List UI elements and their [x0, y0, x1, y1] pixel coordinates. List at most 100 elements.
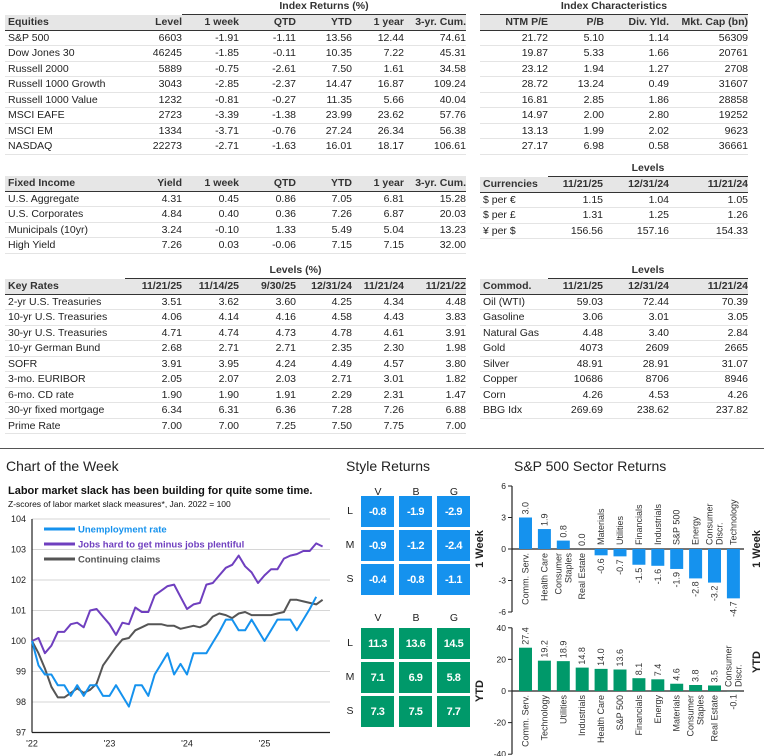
table-cell: 13.24 — [577, 78, 604, 91]
category-label-line: Comm. Serv. — [521, 695, 531, 747]
style-column-label: G — [449, 612, 459, 624]
table-cell: 21.72 — [521, 31, 548, 44]
column-header: NTM P/E — [505, 16, 548, 29]
category-label: Comm. Serv. — [521, 695, 531, 747]
table-cell: 3.24 — [161, 223, 182, 236]
value-label-group: -3.2 — [710, 586, 720, 602]
value-label-group: 0.0 — [577, 533, 587, 546]
category-label-line: Technology — [539, 695, 549, 741]
column-header: YTD — [331, 177, 352, 190]
table-cell: 14.47 — [325, 78, 352, 91]
table-row: 14.97 2.00 2.80 19252 — [480, 108, 748, 124]
category-label-line: Real Estate — [577, 553, 587, 600]
bar — [689, 549, 703, 579]
bar — [519, 647, 532, 691]
table-cell: 7.15 — [383, 239, 404, 252]
table-cell: 13.23 — [439, 223, 466, 236]
style-cell-week: -1.2 — [399, 530, 432, 561]
table-row: Corn 4.26 4.53 4.26 — [480, 388, 748, 403]
key-rates-table-header: Key Rates 11/21/25 11/14/25 9/30/25 12/31/24… — [5, 279, 466, 295]
column-header: 11/21/25 — [141, 280, 182, 293]
table-cell: 4.24 — [275, 357, 296, 370]
table-row: Municipals (10yr) 3.24 -0.10 1.33 5.49 5.04 13… — [5, 223, 466, 238]
value-label-group: -1.9 — [672, 572, 682, 588]
table-cell: 16.81 — [521, 93, 548, 106]
table-cell: 72.44 — [642, 295, 669, 308]
value-label-group: 3.5 — [710, 670, 720, 683]
style-column-label: B — [412, 486, 420, 498]
bar — [651, 549, 665, 566]
row-label: BBG Idx — [483, 404, 523, 417]
table-cell: 27.17 — [521, 140, 548, 153]
row-label: MSCI EM — [8, 124, 53, 137]
category-label-line: Energy — [653, 695, 663, 724]
table-row: S&P 500 6603 -1.91 -1.11 13.56 12.44 74.61 — [5, 31, 466, 46]
table-cell: 0.49 — [648, 78, 669, 91]
table-cell: 26.34 — [377, 124, 404, 137]
category-label-group: Health Care — [596, 695, 606, 743]
style-column-label: G — [449, 486, 459, 498]
style-cell-ytd: 7.3 — [361, 696, 394, 727]
table-cell: -0.11 — [272, 47, 296, 60]
table-cell: 4.73 — [275, 326, 296, 339]
row-label: NASDAQ — [8, 140, 53, 153]
table-cell: 0.45 — [218, 192, 239, 205]
table-cell: 238.62 — [636, 404, 669, 417]
category-label-group: Comm. Serv. — [521, 553, 531, 605]
table-cell: 4.14 — [218, 311, 239, 324]
table-cell: 27.24 — [325, 124, 352, 137]
column-header: 1 week — [204, 177, 239, 190]
bar — [537, 660, 551, 691]
table-cell: 1.94 — [583, 62, 604, 75]
style-column-label: V — [374, 486, 382, 498]
section-divider — [0, 448, 764, 449]
table-row: Silver 48.91 28.91 31.07 — [480, 357, 748, 372]
category-label: Energy — [653, 695, 663, 724]
table-cell: 74.61 — [439, 31, 466, 44]
series-line-1 — [31, 542, 324, 655]
column-header: Key Rates — [8, 280, 59, 293]
bar — [632, 678, 646, 691]
table-cell: 2.68 — [161, 342, 182, 355]
style-column-label: V — [374, 612, 382, 624]
table-row: BBG Idx 269.69 238.62 237.82 — [480, 403, 748, 419]
row-label: $ per € — [483, 193, 516, 206]
table-cell: -0.27 — [272, 93, 296, 106]
table-cell: 4.06 — [161, 311, 182, 324]
bar — [613, 669, 627, 691]
table-cell: 1.27 — [648, 62, 669, 75]
table-cell: 109.24 — [433, 78, 466, 91]
category-label-line: Materials — [596, 508, 606, 545]
category-label-group: Utilities — [558, 695, 568, 725]
category-label: Financials — [634, 695, 644, 736]
row-label: Prime Rate — [8, 419, 61, 432]
value-label: -0.6 — [596, 558, 606, 574]
value-label: -4.7 — [728, 601, 738, 617]
column-header: 11/21/22 — [425, 280, 466, 293]
table-cell: 4.57 — [383, 357, 404, 370]
x-tick-label: '24 — [181, 739, 193, 749]
table-cell: 2.84 — [727, 326, 748, 339]
y-tick-label: 99 — [16, 667, 26, 677]
bar — [575, 667, 589, 691]
row-label: Natural Gas — [483, 326, 540, 339]
table-cell: 56309 — [718, 31, 748, 44]
bar — [708, 549, 721, 583]
table-cell: 2.02 — [648, 124, 669, 137]
column-header: 9/30/25 — [260, 280, 296, 293]
bar — [651, 679, 665, 691]
y-tick-label: 102 — [11, 575, 26, 585]
table-cell: 46245 — [152, 47, 182, 60]
row-label: 10-yr U.S. Treasuries — [8, 311, 108, 324]
table-cell: -1.85 — [215, 47, 239, 60]
table-cell: 1.66 — [648, 47, 669, 60]
x-tick-label: '22 — [26, 739, 38, 749]
table-row: 28.72 13.24 0.49 31607 — [480, 77, 748, 93]
value-label-group: -1.6 — [653, 569, 663, 585]
style-cell-ytd: 7.7 — [437, 696, 470, 727]
chart-subtitle: Z-scores of labor market slack measures*… — [8, 499, 231, 509]
table-cell: 1.91 — [275, 388, 296, 401]
style-row-label: S — [346, 705, 354, 717]
table-row: $ per € 1.15 1.04 1.05 — [480, 193, 748, 208]
table-cell: 13.56 — [325, 31, 352, 44]
